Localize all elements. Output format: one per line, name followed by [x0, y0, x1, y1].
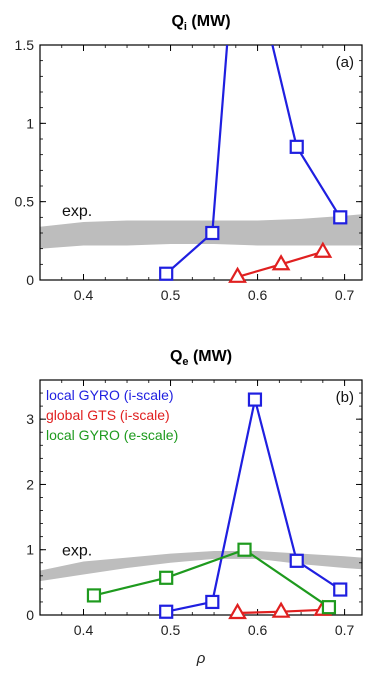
data-point-square: [159, 266, 174, 281]
x-tick-label: 0.7: [335, 622, 355, 638]
data-point-triangle: [271, 254, 291, 271]
data-point-square: [247, 392, 263, 407]
data-point-square: [237, 542, 252, 557]
y-tick-label: 1: [26, 542, 34, 558]
data-point-square: [289, 139, 304, 154]
y-tick-label: 0.5: [15, 194, 35, 210]
x-tick-label: 0.5: [161, 287, 181, 303]
data-point-square: [159, 570, 174, 585]
legend-entry: local GYRO (i-scale): [46, 387, 174, 403]
legend-entry: global GTS (i-scale): [46, 407, 170, 423]
panel-label: (b): [336, 389, 354, 406]
chart-title: Qe (MW): [170, 348, 232, 368]
title-sub: i: [184, 21, 187, 33]
panel-qe: Qe (MW) exp. 0.4 0.5 0.6 0.7 0 1 2 3 (b) local GYRO…: [26, 348, 363, 667]
y-tick-label: 0: [26, 607, 34, 623]
legend-entry: local GYRO (e-scale): [46, 427, 178, 443]
title-sub: e: [182, 356, 188, 368]
data-point-square: [205, 594, 220, 610]
y-tick-label: 1: [26, 115, 34, 131]
data-point-triangle: [228, 602, 247, 620]
y-tick-label: 2: [26, 476, 34, 492]
y-tick-label: 3: [26, 411, 34, 427]
y-tick-label: 0: [26, 272, 34, 288]
data-point-square: [333, 582, 348, 597]
exp-band: [40, 551, 362, 582]
x-tick-label: 0.4: [74, 287, 94, 303]
data-point-square: [289, 553, 304, 568]
series-line-0-b: [271, 45, 342, 218]
panel-qi: Qi (MW) exp. 0.4 0.5 0.6 0.7 0 0.5 1 1.5 (a): [15, 13, 363, 303]
data-point-square: [159, 604, 174, 619]
title-main: Q: [171, 13, 183, 30]
x-tick-label: 0.6: [248, 287, 268, 303]
title-unit: (MW): [187, 13, 231, 30]
x-tick-label: 0.7: [335, 287, 355, 303]
title-unit: (MW): [189, 348, 233, 365]
exp-band: [40, 214, 362, 249]
panel-label: (a): [336, 54, 354, 71]
data-point-square: [321, 600, 337, 615]
x-tick-label: 0.5: [161, 622, 181, 638]
plot-frame: [39, 44, 363, 281]
x-axis-label: ρ: [196, 650, 206, 667]
data-point-square: [86, 588, 102, 603]
series-line-0: [165, 399, 341, 613]
series-line-2: [93, 548, 330, 609]
data-point-triangle: [313, 241, 333, 258]
y-tick-label: 1.5: [15, 37, 35, 53]
data-point-square: [205, 225, 220, 241]
x-tick-label: 0.6: [248, 622, 268, 638]
exp-label: exp.: [62, 203, 92, 220]
data-point-square: [333, 210, 348, 225]
data-point-triangle: [228, 266, 247, 283]
data-point-triangle: [271, 601, 291, 618]
exp-label: exp.: [62, 542, 92, 559]
x-tick-label: 0.4: [74, 622, 94, 638]
chart-title: Qi (MW): [171, 13, 230, 33]
title-main: Q: [170, 348, 182, 365]
